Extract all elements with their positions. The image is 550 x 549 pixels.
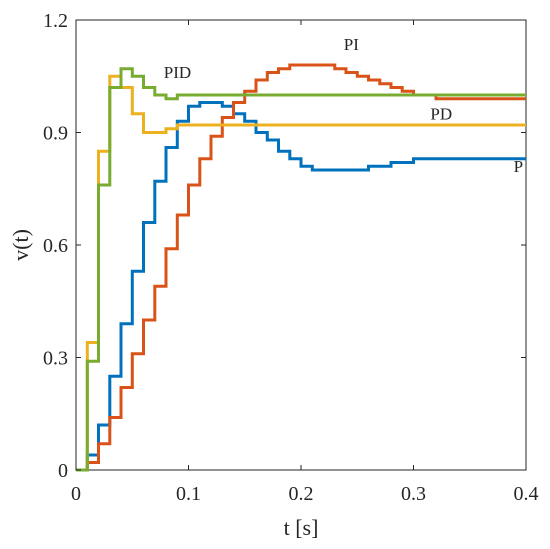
y-tick-label: 0.3 <box>43 348 68 370</box>
series-annotation-pi: PI <box>344 35 359 54</box>
series-line-p <box>76 101 526 472</box>
series-annotation-pd: PD <box>430 104 452 123</box>
series-line-pd <box>76 74 526 472</box>
series-line-pid <box>76 67 526 472</box>
y-tick-label: 0 <box>58 460 68 482</box>
series-annotation-p: P <box>514 157 523 176</box>
x-tick-label: 0.2 <box>289 483 314 505</box>
y-axis-label: v(t) <box>8 229 33 261</box>
y-tick-label: 0.9 <box>43 123 68 145</box>
x-tick-label: 0.3 <box>401 483 426 505</box>
x-tick-label: 0 <box>71 483 81 505</box>
y-tick-label: 0.6 <box>43 235 68 257</box>
x-axis-label: t [s] <box>284 515 319 540</box>
annotation-layer: PID PI PD P <box>164 35 523 176</box>
x-tick-label: 0.4 <box>514 483 539 505</box>
y-tick-label: 1.2 <box>43 10 68 32</box>
x-tick-label: 0.1 <box>176 483 201 505</box>
series-annotation-pid: PID <box>164 63 191 82</box>
series-layer <box>76 63 526 472</box>
axes-layer: 0 0.1 0.2 0.3 0.4 0 0.3 0.6 0.9 1.2 <box>43 10 539 505</box>
